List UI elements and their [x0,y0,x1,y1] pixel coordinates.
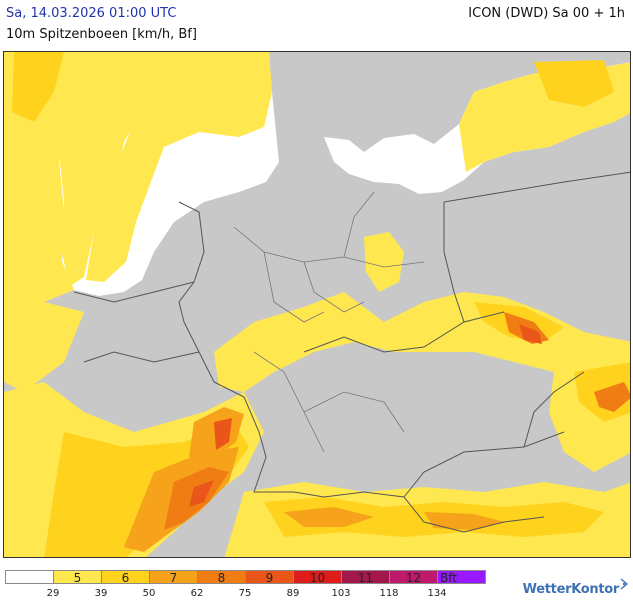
legend-swatch: 8 [197,570,246,585]
legend-swatch-label: 9 [265,571,274,585]
country-borders [73,171,630,533]
legend-swatch-label: Bft [440,571,457,585]
legend-swatch-label: 5 [73,571,82,585]
forecast-date: Sa, 14.03.2026 01:00 UTC [6,6,177,21]
legend-tick: 134 [427,588,447,599]
brand-logo: WetterKontor [522,582,620,597]
legend-tick: 62 [190,588,204,599]
legend-tick: 103 [331,588,351,599]
gust-fields [4,52,630,557]
model-run-label: ICON (DWD) Sa 00 + 1h [468,6,625,21]
legend-swatch: 7 [149,570,198,585]
legend-tick-labels: 29 39 50 62 75 89 103 118 134 [0,588,520,600]
parameter-label: 10m Spitzenboeen [km/h, Bf] [6,27,197,42]
legend-tick: 89 [286,588,300,599]
legend-tick: 75 [238,588,252,599]
legend-tick: 50 [142,588,156,599]
legend-swatch: 12 [389,570,438,585]
legend-swatch: 9 [245,570,294,585]
brand-logo-mark [620,578,629,590]
danish-islands [299,62,414,124]
legend-swatch-label: 8 [217,571,226,585]
legend-swatch [5,570,54,584]
legend-swatch: 11 [341,570,390,585]
legend-swatch-label: 10 [309,571,326,585]
legend-swatch: Bft [437,570,486,585]
legend-swatch: 6 [101,570,150,585]
legend-tick: 29 [46,588,60,599]
legend-swatch-label: 12 [405,571,422,585]
legend-swatch: 5 [53,570,102,585]
color-legend: 5 6 7 8 9 10 11 12 Bft [5,570,486,586]
legend-tick: 118 [379,588,399,599]
legend-swatch-label: 6 [121,571,130,585]
legend-tick: 39 [94,588,108,599]
legend-swatch: 10 [293,570,342,585]
legend-swatch-label: 7 [169,571,178,585]
legend-swatch-label: 11 [357,571,374,585]
wind-gust-map [3,51,631,558]
state-borders [233,191,425,453]
